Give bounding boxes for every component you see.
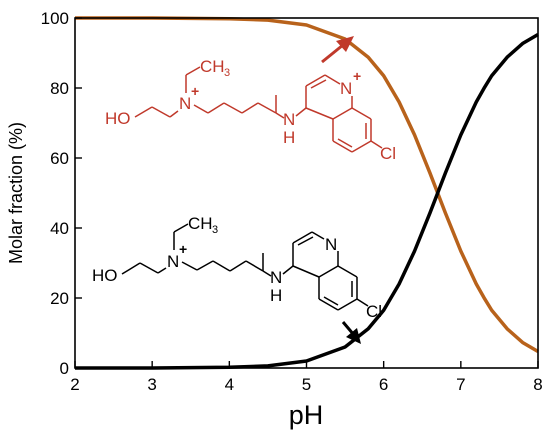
protonated-ho-label: HO	[105, 109, 131, 128]
x-tick-label: 4	[225, 375, 234, 394]
x-tick-label: 6	[379, 375, 388, 394]
y-tick-label: 20	[50, 289, 69, 308]
protonated-n-charge: +	[191, 83, 199, 99]
series-line-1	[75, 16, 539, 354]
plot-frame	[74, 17, 539, 369]
neutral-cl-label: Cl	[366, 302, 382, 321]
neutral-nh-h-label: H	[270, 286, 282, 305]
y-tick-label: 100	[41, 9, 69, 28]
x-tick-label: 8	[533, 375, 542, 394]
neutral-structure	[121, 223, 369, 311]
curves	[75, 16, 539, 370]
series-line-2	[75, 32, 539, 370]
protonated-ch3-sub: 3	[224, 67, 230, 79]
protonated-ring-n-label: N	[340, 79, 352, 98]
x-axis-title: pH	[289, 400, 324, 430]
y-axis-title: Molar fraction (%)	[6, 122, 26, 264]
x-tick-label: 5	[302, 375, 311, 394]
protonated-nh-h-label: H	[283, 128, 295, 147]
protonated-ring-charge: +	[353, 68, 361, 84]
neutral-ch3-label: CH	[188, 214, 213, 233]
neutral-nh-n-label: N	[270, 268, 282, 287]
neutral-ring-n-label: N	[325, 235, 337, 254]
x-tick-label: 2	[70, 375, 79, 394]
y-tick-label: 80	[50, 79, 69, 98]
y-tick-label: 40	[50, 219, 69, 238]
neutral-n-charge: +	[179, 241, 187, 257]
y-tick-label: 60	[50, 149, 69, 168]
ticks	[74, 17, 539, 369]
neutral-ho-label: HO	[92, 266, 118, 285]
protonated-arrow	[321, 36, 354, 64]
protonated-cl-label: Cl	[380, 144, 396, 163]
neutral-ch3-sub: 3	[212, 224, 218, 236]
protonated-structure	[134, 66, 383, 153]
protonated-ch3-label: CH	[200, 57, 225, 76]
neutral-n-label: N	[167, 252, 179, 271]
protonated-nh-n-label: N	[283, 110, 295, 129]
protonated-n-label: N	[179, 94, 191, 113]
x-tick-label: 7	[456, 375, 465, 394]
neutral-arrow	[341, 321, 361, 344]
y-tick-label: 0	[60, 359, 69, 378]
x-tick-label: 3	[147, 375, 156, 394]
